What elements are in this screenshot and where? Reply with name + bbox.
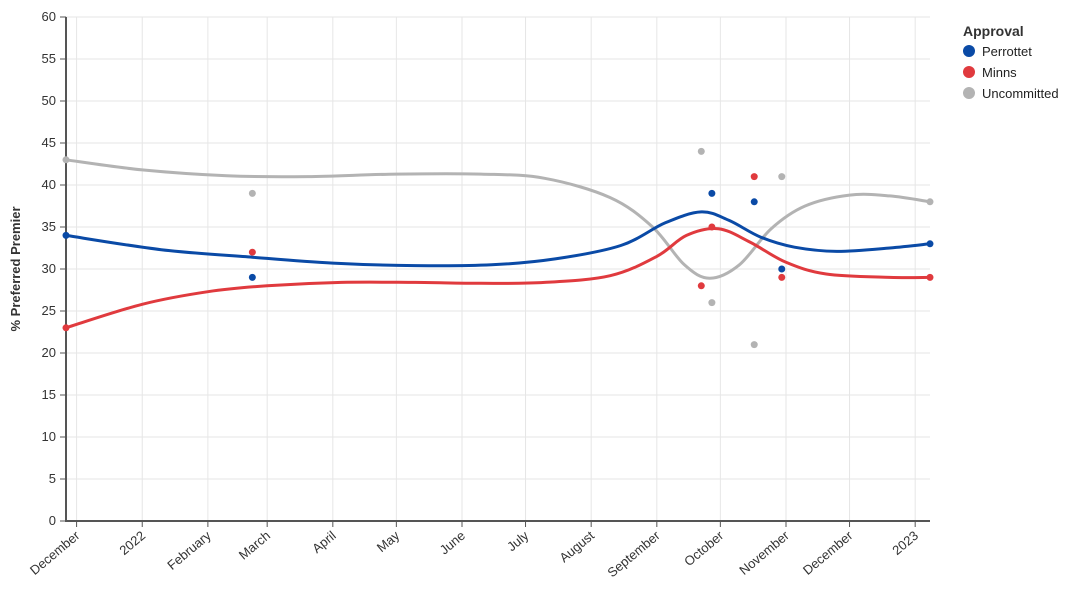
x-tick-label: 2023 <box>889 528 921 558</box>
x-tick-label: June <box>437 528 468 558</box>
data-point-perrottet <box>708 189 716 197</box>
y-tick-label: 0 <box>49 513 56 528</box>
x-tick-label: September <box>604 527 663 580</box>
y-axis-title: % Preferred Premier <box>8 206 23 331</box>
y-tick-label: 20 <box>42 345 56 360</box>
y-tick-label: 25 <box>42 303 56 318</box>
legend-label-minns: Minns <box>982 65 1017 80</box>
series-perrottet <box>62 189 934 281</box>
grid <box>66 16 930 522</box>
data-point-uncommitted <box>778 173 786 181</box>
x-tick-label: February <box>164 527 214 572</box>
data-point-minns <box>248 248 256 256</box>
data-point-uncommitted <box>926 198 934 206</box>
y-tick-label: 35 <box>42 219 56 234</box>
data-point-perrottet <box>926 240 934 248</box>
legend-label-perrottet: Perrottet <box>982 44 1032 59</box>
x-tick-label: July <box>504 527 532 554</box>
x-tick-label: October <box>681 527 727 569</box>
x-tick-label: August <box>556 528 597 566</box>
x-tick-label: 2022 <box>116 528 148 558</box>
data-point-uncommitted <box>248 189 256 197</box>
legend-swatch-minns <box>963 66 975 78</box>
data-point-minns <box>697 282 705 290</box>
x-tick-label: December <box>800 527 856 577</box>
series-line-perrottet <box>64 210 932 268</box>
series <box>62 147 934 349</box>
data-point-perrottet <box>62 231 70 239</box>
y-tick-label: 55 <box>42 51 56 66</box>
data-point-minns <box>62 324 70 332</box>
x-axis-ticks: December 2022 February March April May June Jul… <box>27 521 921 580</box>
y-tick-label: 15 <box>42 387 56 402</box>
y-tick-label: 50 <box>42 93 56 108</box>
legend-label-uncommitted: Uncommitted <box>982 86 1059 101</box>
x-tick-label: December <box>27 527 83 577</box>
data-point-minns <box>778 273 786 281</box>
data-point-uncommitted <box>708 299 716 307</box>
y-tick-label: 30 <box>42 261 56 276</box>
y-axis-ticks: 0 5 10 15 20 25 30 35 40 45 50 55 60 <box>42 9 66 528</box>
y-tick-label: 10 <box>42 429 56 444</box>
series-line-uncommitted <box>64 158 932 280</box>
data-point-uncommitted <box>750 341 758 349</box>
legend-title: Approval <box>963 23 1024 39</box>
legend: Approval Perrottet Minns Uncommitted <box>963 23 1059 101</box>
y-tick-label: 5 <box>49 471 56 486</box>
x-tick-label: May <box>374 527 403 555</box>
data-point-perrottet <box>248 273 256 281</box>
data-point-minns <box>708 223 716 231</box>
legend-swatch-uncommitted <box>963 87 975 99</box>
y-tick-label: 40 <box>42 177 56 192</box>
data-point-uncommitted <box>62 156 70 164</box>
data-point-minns <box>750 173 758 181</box>
x-tick-label: April <box>309 528 339 556</box>
y-tick-label: 45 <box>42 135 56 150</box>
data-point-minns <box>926 273 934 281</box>
data-point-uncommitted <box>697 147 705 155</box>
x-tick-label: November <box>736 527 792 577</box>
legend-swatch-perrottet <box>963 45 975 57</box>
series-line-minns <box>64 226 932 330</box>
series-uncommitted <box>62 147 934 349</box>
y-tick-label: 60 <box>42 9 56 24</box>
data-point-perrottet <box>750 198 758 206</box>
series-minns <box>62 173 934 332</box>
data-point-perrottet <box>778 265 786 273</box>
x-tick-label: March <box>236 528 273 563</box>
